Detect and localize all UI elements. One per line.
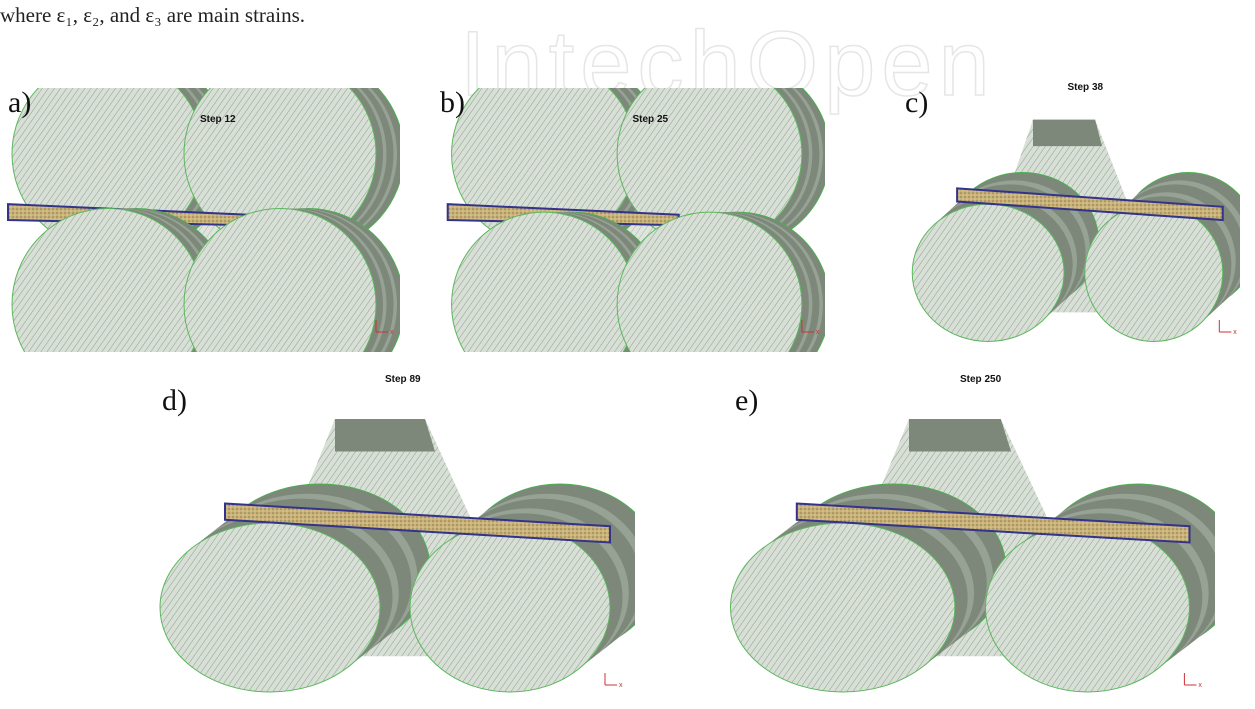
roller-face — [183, 208, 377, 352]
panel-label: d) — [162, 384, 187, 417]
roller-face — [159, 522, 381, 693]
axis-label: x — [816, 329, 820, 336]
roller-face — [1084, 203, 1224, 342]
strip — [956, 187, 1224, 222]
wedge-top — [335, 419, 435, 452]
strip — [795, 502, 1191, 544]
step-label: Step 89 — [385, 374, 421, 385]
panel — [159, 419, 635, 693]
roller-face — [616, 211, 803, 352]
roller-face — [11, 208, 205, 352]
panel — [730, 419, 1215, 693]
panel — [7, 88, 400, 352]
panel — [911, 119, 1240, 342]
axis-label: x — [390, 329, 394, 336]
step-label: Step 12 — [200, 114, 236, 125]
roller-face — [409, 522, 611, 693]
panel-label: e) — [735, 384, 758, 417]
panel — [446, 88, 825, 352]
axis-label: x — [1233, 329, 1237, 336]
step-label: Step 38 — [1068, 82, 1104, 93]
roller-face — [911, 203, 1065, 342]
strip — [224, 502, 611, 544]
roller-face — [985, 522, 1190, 693]
panel-label: c) — [905, 86, 928, 119]
panel-label: b) — [440, 86, 465, 119]
axis-label: x — [1198, 682, 1202, 689]
roller-face — [451, 211, 637, 352]
wedge-top — [909, 419, 1011, 452]
roller-face — [730, 522, 956, 693]
wedge-top — [1033, 119, 1102, 147]
step-label: Step 250 — [960, 374, 1002, 385]
caption: where ε₁, ε₂, and ε₃ are main strains. — [0, 3, 305, 27]
panel-label: a) — [8, 86, 31, 119]
step-label: Step 25 — [633, 114, 669, 125]
axis-label: x — [619, 682, 623, 689]
